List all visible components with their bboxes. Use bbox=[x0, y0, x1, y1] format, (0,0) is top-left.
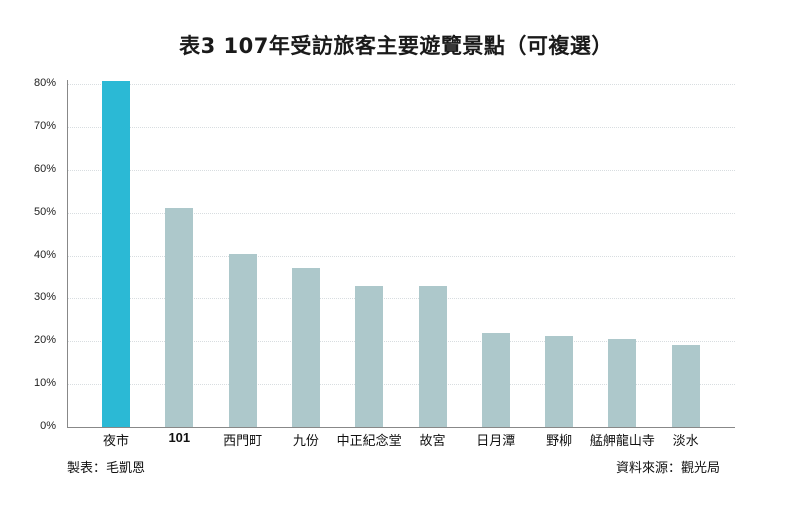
y-tick-label: 10% bbox=[33, 377, 56, 390]
y-tick-label: 80% bbox=[33, 77, 56, 89]
y-axis-line bbox=[67, 80, 68, 428]
gridline bbox=[67, 84, 735, 85]
y-tick-label: 50% bbox=[33, 205, 56, 218]
bar bbox=[102, 80, 130, 427]
gridline bbox=[67, 255, 735, 257]
gridline bbox=[67, 341, 735, 343]
x-tick-label: 淡水 bbox=[672, 434, 699, 449]
bar bbox=[291, 267, 320, 427]
y-tick-label: 70% bbox=[33, 119, 56, 132]
x-tick-label: 日月潭 bbox=[476, 434, 516, 449]
x-tick-label: 野柳 bbox=[546, 434, 573, 449]
plot-area bbox=[67, 80, 735, 427]
bar bbox=[355, 285, 384, 427]
data-source: 資料來源：觀光局 bbox=[615, 461, 720, 476]
bar bbox=[165, 208, 194, 427]
x-tick-label: 101 bbox=[168, 430, 191, 445]
chart-title: 表3 107年受訪旅客主要遊覽景點（可複選） bbox=[179, 34, 613, 58]
bar bbox=[608, 339, 637, 427]
x-tick-label: 艋舺龍山寺 bbox=[589, 434, 655, 449]
y-tick-label: 30% bbox=[33, 291, 56, 304]
y-tick-label: 0% bbox=[40, 420, 56, 432]
gridline bbox=[67, 169, 735, 171]
x-tick-label: 中正紀念堂 bbox=[336, 434, 402, 449]
bar bbox=[545, 336, 574, 427]
gridline bbox=[67, 384, 735, 386]
x-tick-label: 九份 bbox=[292, 434, 319, 449]
y-tick-label: 40% bbox=[33, 248, 56, 261]
x-tick-label: 故宮 bbox=[419, 434, 446, 449]
bar bbox=[481, 332, 510, 427]
gridline bbox=[67, 212, 735, 214]
x-axis-line bbox=[67, 427, 735, 428]
y-tick-label: 60% bbox=[33, 162, 56, 175]
gridline bbox=[67, 126, 735, 128]
bar bbox=[418, 285, 447, 427]
bar bbox=[228, 253, 257, 427]
author-credit: 製表：毛凱恩 bbox=[67, 461, 146, 476]
y-tick-label: 20% bbox=[33, 334, 56, 347]
x-tick-label: 西門町 bbox=[223, 434, 263, 449]
x-tick-label: 夜市 bbox=[102, 434, 130, 449]
bar bbox=[671, 345, 700, 427]
gridline bbox=[67, 298, 735, 300]
